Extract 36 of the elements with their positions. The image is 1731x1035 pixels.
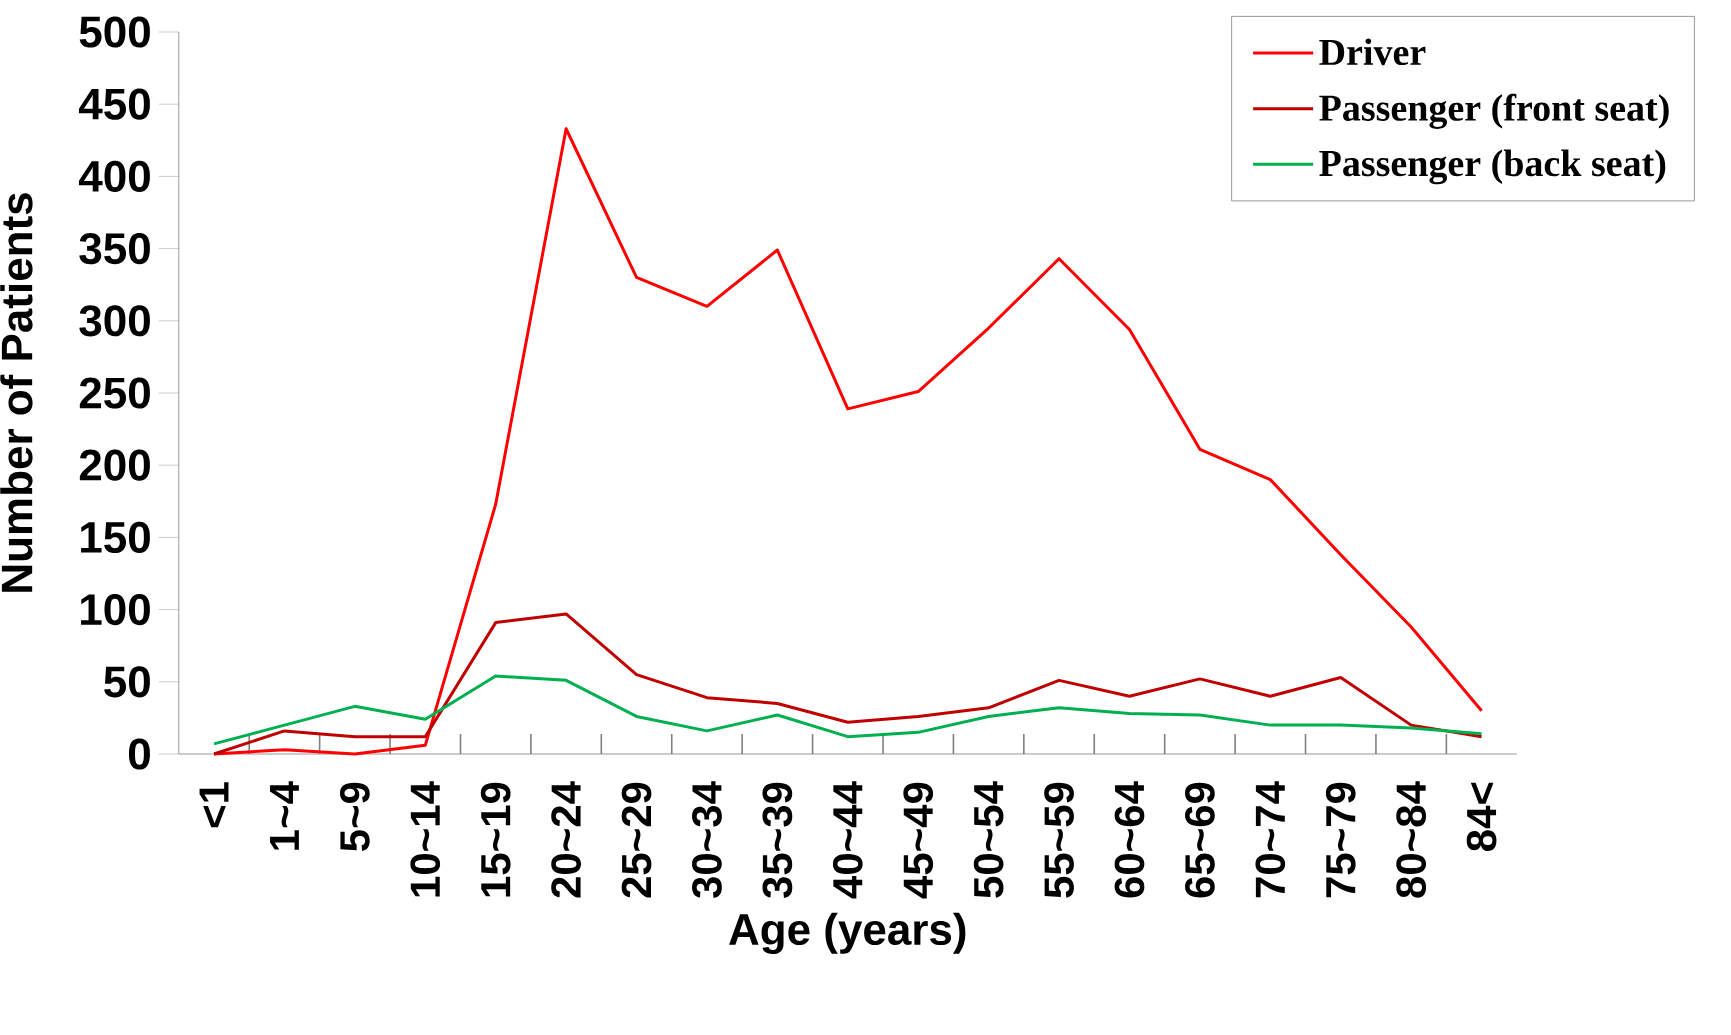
y-tick-label: 0 bbox=[128, 738, 150, 770]
x-tick-label: 25~29 bbox=[621, 782, 652, 898]
y-tick-label: 100 bbox=[81, 594, 150, 626]
x-tick-label: <1 bbox=[199, 782, 229, 828]
legend-label: Passenger (back seat) bbox=[1319, 149, 1666, 185]
x-tick-label: 70~74 bbox=[1255, 781, 1286, 898]
y-tick-label: 400 bbox=[78, 160, 150, 192]
x-tick-label: 40~44 bbox=[832, 781, 863, 899]
legend-label: Driver bbox=[1319, 38, 1426, 66]
x-tick-label: 20~24 bbox=[551, 781, 581, 898]
x-tick-label: 30~34 bbox=[692, 781, 722, 899]
x-tick-label: 60~64 bbox=[1114, 781, 1145, 898]
y-tick-label: 300 bbox=[79, 305, 150, 337]
y-tick-label: 150 bbox=[81, 521, 150, 553]
x-tick-label: 10~14 bbox=[410, 781, 441, 897]
x-tick-label: 50~54 bbox=[973, 781, 1004, 898]
y-tick-label: 200 bbox=[79, 449, 150, 481]
y-axis-title: Number of Patients bbox=[0, 193, 33, 592]
x-tick-label: 84< bbox=[1466, 782, 1497, 851]
y-tick-label: 500 bbox=[79, 16, 150, 48]
x-tick-label: 1~4 bbox=[269, 781, 299, 850]
y-tick-label: 450 bbox=[78, 88, 150, 120]
x-tick-label: 15~19 bbox=[480, 782, 511, 897]
x-tick-label: 5~9 bbox=[339, 782, 370, 852]
legend-label: Passenger (front seat) bbox=[1319, 93, 1669, 129]
x-tick-label: 45~49 bbox=[903, 782, 934, 899]
x-tick-label: 65~69 bbox=[1185, 782, 1215, 898]
y-tick-label: 250 bbox=[79, 377, 150, 409]
y-tick-label: 50 bbox=[104, 666, 150, 698]
x-tick-label: 35~39 bbox=[762, 782, 793, 899]
x-tick-label: 80~84 bbox=[1396, 781, 1427, 898]
y-tick-label: 350 bbox=[79, 232, 150, 265]
line-series bbox=[212, 612, 1484, 756]
x-tick-label: 75~79 bbox=[1325, 782, 1356, 898]
x-axis-title: Age (years) bbox=[729, 912, 966, 954]
x-tick-label: 55~59 bbox=[1044, 782, 1074, 898]
